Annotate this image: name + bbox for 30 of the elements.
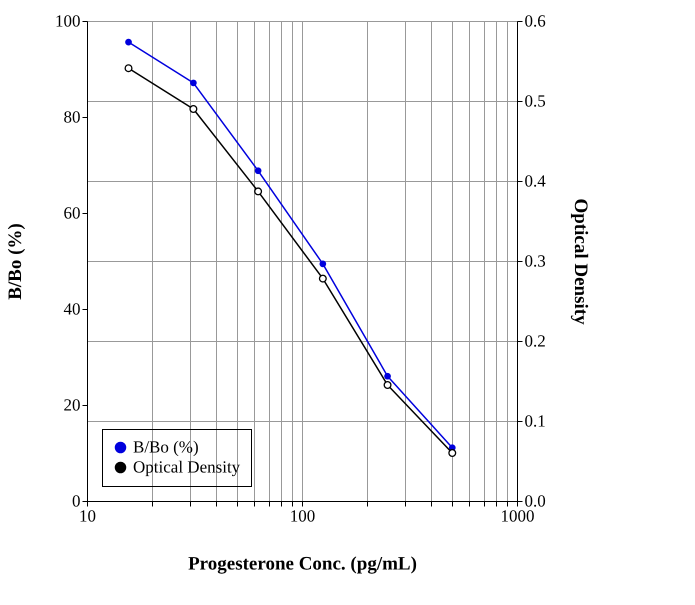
y-tick-label: 20 [64,396,80,414]
point [254,187,262,196]
point [384,381,392,389]
y-tick-label: 40 [64,300,80,318]
y2-tick-label: 0.6 [524,12,546,30]
point [125,38,132,46]
legend-label: B/Bo (%) [133,438,199,456]
point [318,274,327,283]
x-axis-title: Progesterone Conc. (pg/mL) [188,554,417,574]
y-tick-label: 80 [64,108,80,126]
legend-label: Optical Density [133,458,241,476]
y2-tick-label: 0.4 [524,172,546,190]
point [384,372,391,380]
y-tick-label: 0 [72,492,80,510]
point [124,64,133,72]
y2-tick-label: 0.1 [524,412,546,430]
y2-tick-label: 0.5 [524,92,546,110]
y-axis-title: B/Bo (%) [5,223,26,300]
point [319,260,326,268]
x-tick-label: 10 [79,506,96,526]
y2-axis-title: Optical Density [570,198,591,326]
point [189,105,198,113]
y2-tick-label: 0.2 [524,332,546,350]
point [448,449,456,457]
y2-tick-label: 0.3 [524,252,546,270]
point [190,80,197,86]
y-tick-label: 60 [64,204,80,222]
x-tick-label: 100 [290,506,316,526]
y-tick-label: 100 [55,12,80,30]
point [254,167,262,174]
